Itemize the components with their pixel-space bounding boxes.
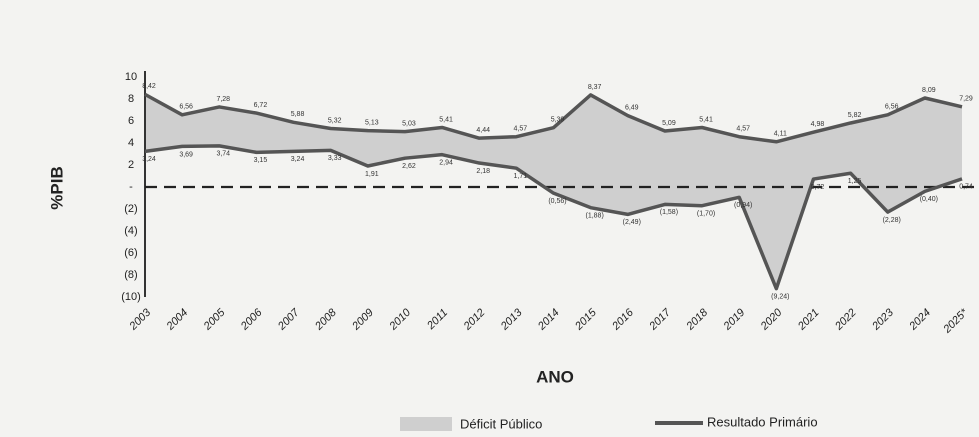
data-label: (1,70)	[697, 211, 715, 218]
data-label: (2,28)	[883, 217, 901, 224]
x-tick-label: 2021	[795, 307, 822, 334]
x-tick-label: 2024	[907, 307, 934, 334]
data-label: (9,24)	[771, 293, 789, 300]
data-label: 5,82	[848, 112, 862, 119]
data-label: 8,09	[922, 87, 936, 94]
x-tick-label: 2007	[275, 306, 302, 333]
y-axis-title: %PIB	[47, 166, 66, 209]
x-tick-label: 2008	[312, 306, 339, 333]
data-label: 5,41	[699, 116, 713, 123]
data-label: 1,25	[848, 178, 862, 185]
y-tick-label: (6)	[124, 247, 137, 259]
data-label: 8,37	[588, 84, 602, 91]
y-tick-label: (10)	[121, 291, 141, 303]
x-tick-label: 2020	[758, 306, 785, 333]
x-tick-label: 2014	[535, 307, 562, 334]
data-label: 5,03	[402, 121, 416, 128]
y-tick-label: 4	[128, 137, 134, 149]
data-label: 4,44	[476, 127, 490, 134]
x-tick-label: 2016	[609, 306, 636, 333]
x-tick-label: 2017	[647, 306, 674, 333]
x-tick-label: 2011	[424, 307, 450, 333]
x-axis-title: ANO	[536, 367, 574, 386]
data-label: 8,42	[142, 83, 156, 90]
data-label: 3,15	[254, 157, 268, 164]
data-label: 4,98	[811, 121, 825, 128]
data-label: 3,24	[142, 156, 156, 163]
data-label: 6,49	[625, 104, 639, 111]
data-label: 2,18	[476, 168, 490, 175]
x-tick-label: 2022	[832, 307, 859, 334]
y-tick-label: (8)	[124, 269, 137, 281]
data-label: (0,94)	[734, 202, 752, 209]
data-label: 6,56	[885, 104, 899, 111]
data-label: 4,57	[736, 126, 750, 133]
data-label: 1,71	[514, 173, 528, 180]
data-label: 4,57	[514, 126, 528, 133]
x-tick-label: 2006	[238, 306, 265, 333]
deficit-line	[144, 92, 963, 144]
data-label: 2,62	[402, 163, 416, 170]
data-label: 5,13	[365, 119, 379, 126]
y-tick-label: (2)	[124, 203, 137, 215]
data-label: 5,32	[328, 117, 342, 124]
data-label: (0,40)	[920, 196, 938, 203]
legend-label: Déficit Público	[460, 416, 542, 431]
legend-label: Resultado Primário	[707, 414, 818, 429]
x-tick-label: 2013	[498, 306, 525, 333]
data-label: 1,91	[365, 171, 379, 178]
y-tick-label: (4)	[124, 225, 137, 237]
y-tick-label: 10	[125, 71, 137, 83]
data-label: 3,33	[328, 155, 342, 162]
data-label: 0,74	[959, 184, 973, 191]
y-tick-label: 2	[128, 159, 134, 171]
data-label: (1,58)	[660, 209, 678, 216]
x-tick-label: 2025*	[941, 306, 971, 336]
data-label: 5,41	[439, 116, 453, 123]
data-label: 7,29	[959, 96, 973, 103]
y-tick-label: 6	[128, 115, 134, 127]
data-label: 3,69	[179, 151, 193, 158]
x-tick-label: 2004	[164, 307, 191, 334]
x-tick-label: 2015	[572, 306, 599, 333]
x-tick-label: 2019	[721, 307, 748, 334]
x-tick-label: 2010	[387, 306, 414, 333]
data-label: 0,72	[811, 184, 825, 191]
x-tick-label: 2009	[349, 307, 376, 334]
x-tick-label: 2012	[461, 307, 488, 334]
x-tick-label: 2003	[127, 306, 154, 333]
x-tick-label: 2023	[869, 306, 896, 333]
x-tick-label: 2018	[684, 306, 711, 333]
data-label: 3,74	[216, 151, 230, 158]
data-label: 6,72	[254, 102, 268, 109]
data-label: 5,88	[291, 111, 305, 118]
data-label: (0,56)	[548, 198, 566, 205]
data-label: (2,49)	[623, 219, 641, 226]
y-tick-label: -	[129, 181, 133, 193]
x-tick-label: 2005	[201, 306, 228, 333]
data-label: 3,24	[291, 156, 305, 163]
primary-line	[144, 144, 963, 291]
data-label: 5,39	[551, 117, 565, 124]
data-label: 4,11	[774, 131, 787, 138]
data-label: (1,88)	[585, 213, 603, 220]
data-label: 7,28	[216, 96, 230, 103]
legend-swatch	[400, 417, 452, 431]
data-label: 2,94	[439, 160, 453, 167]
y-tick-label: 8	[128, 93, 134, 105]
data-label: 6,56	[179, 104, 193, 111]
data-label: 5,09	[662, 120, 676, 127]
